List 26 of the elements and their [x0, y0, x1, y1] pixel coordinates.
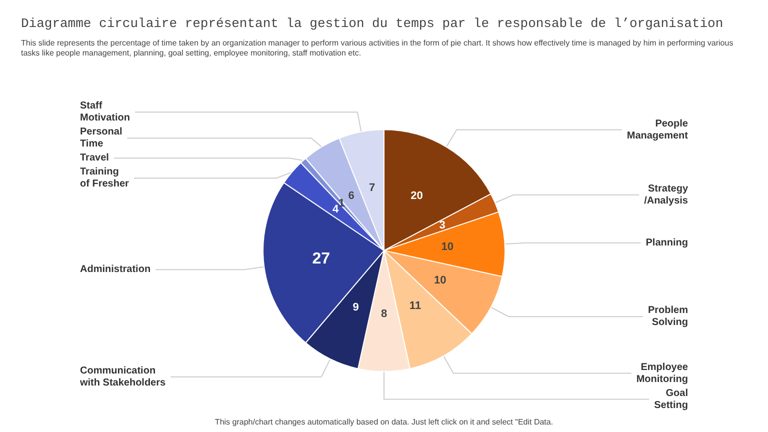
slice-label: Strategy /Analysis: [644, 183, 688, 206]
slice-label: Training of Fresher: [80, 166, 130, 190]
slice-label: Employee Monitoring: [636, 362, 688, 385]
slice-label: Personal Time: [80, 126, 122, 150]
slice-label: People Management: [626, 118, 689, 142]
slice-label: Planning: [646, 237, 688, 248]
data-label: 10: [434, 274, 446, 286]
data-label: 3: [439, 219, 446, 232]
data-label: 10: [441, 241, 454, 254]
data-label: 8: [380, 308, 388, 320]
data-label: 27: [312, 250, 330, 268]
slice-label: Administration: [80, 264, 151, 276]
slice-label: Problem Solving: [648, 305, 688, 328]
data-label: 6: [348, 190, 354, 202]
data-label: 11: [409, 300, 422, 312]
slice-label: Communication with Stakeholders: [79, 365, 166, 388]
data-label: 9: [352, 301, 359, 314]
slice-label: Goal Setting: [654, 388, 688, 411]
text: This graph/chart changes automatically based on data. Just left click on it and select "Edit Data.: [214, 418, 554, 426]
slice-label: Travel: [80, 152, 110, 164]
chart-subtitle: This slide represents the percentage of time taken by an organization manager to perform various activities in the form of pie chart. It shows how effectively time is managed by him in performing various tasks like people management, planning, goal setting, employee monitoring, staff motivation etc.: [21, 38, 736, 58]
data-label: 7: [368, 182, 376, 194]
slice-label: Staff Motivation: [80, 100, 130, 124]
chart-title: Diagramme circulaire représentant la gestion du temps par le responsable de l’organisation: [21, 16, 724, 31]
data-label: 4: [332, 203, 340, 216]
data-label: 20: [410, 190, 423, 202]
